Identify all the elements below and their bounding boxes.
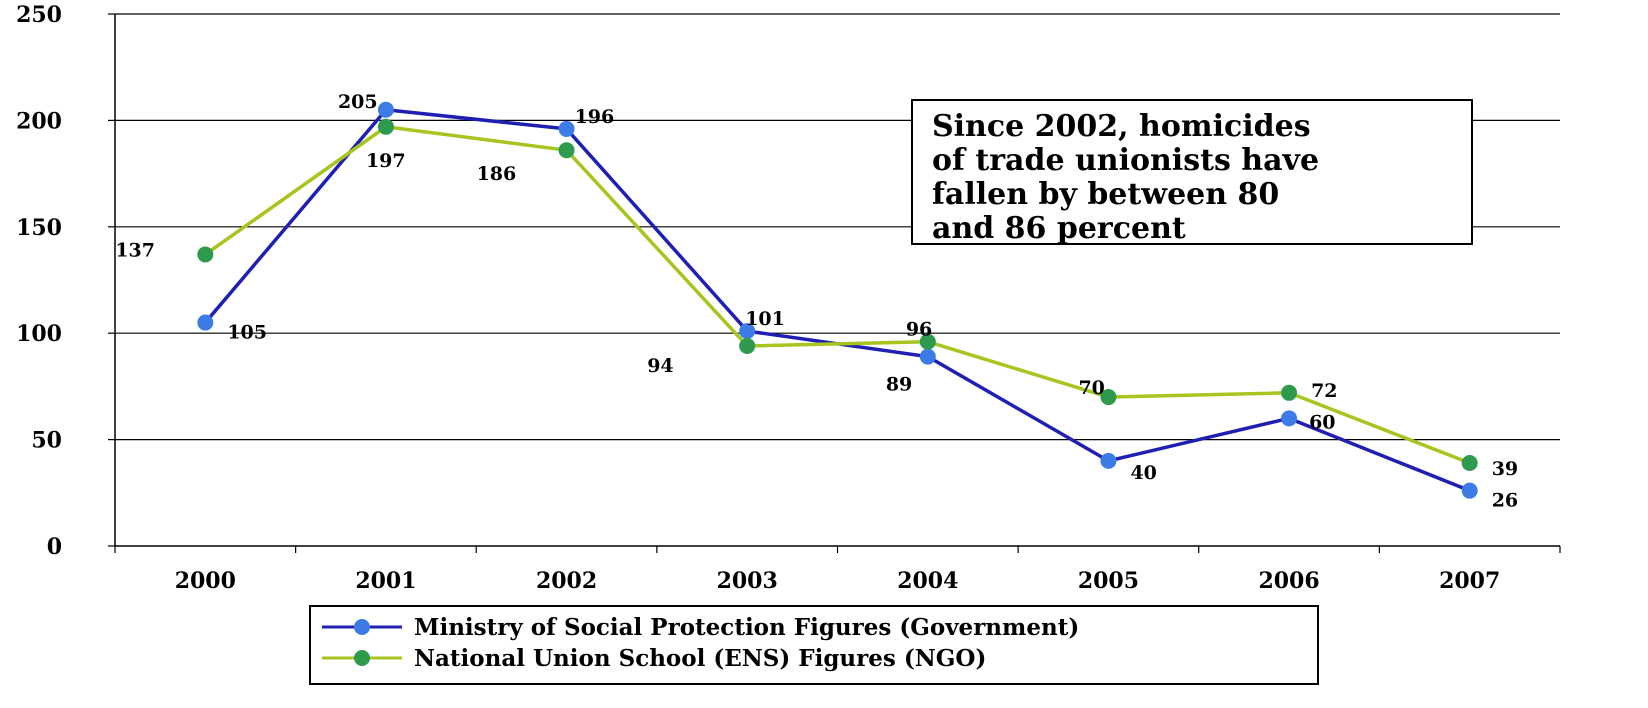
y-tick-label: 200 xyxy=(16,108,62,134)
data-point-0-7 xyxy=(1461,482,1478,499)
data-label-0-6: 60 xyxy=(1309,411,1335,433)
y-tick-label: 150 xyxy=(16,215,62,241)
legend-marker-ngo xyxy=(354,650,370,666)
x-tick-label: 2004 xyxy=(897,568,958,594)
annotation-line-4: and 86 percent xyxy=(932,211,1186,246)
y-tick-label: 250 xyxy=(16,2,62,28)
data-point-0-0 xyxy=(197,314,214,331)
legend-label-government: Ministry of Social Protection Figures (G… xyxy=(414,614,1079,641)
data-point-0-2 xyxy=(558,120,575,137)
x-tick-label: 2005 xyxy=(1078,568,1139,594)
data-label-0-5: 40 xyxy=(1130,462,1156,484)
data-point-0-6 xyxy=(1281,410,1298,427)
annotation-line-2: of trade unionists have xyxy=(932,143,1319,178)
data-labels: 105 205 196 101 89 40 60 26 137 197 186 94 96 70 72 39 xyxy=(115,91,1518,512)
data-point-1-3 xyxy=(739,337,756,354)
data-point-1-7 xyxy=(1461,455,1478,472)
x-tick-label: 2007 xyxy=(1439,568,1500,594)
data-point-0-5 xyxy=(1100,452,1117,469)
data-point-0-4 xyxy=(919,348,936,365)
data-label-1-0: 137 xyxy=(115,239,155,261)
data-point-1-5 xyxy=(1100,389,1117,406)
data-point-1-6 xyxy=(1281,384,1298,401)
series-line-1 xyxy=(204,125,1471,465)
data-label-1-4: 96 xyxy=(906,319,932,341)
data-label-0-7: 26 xyxy=(1492,490,1518,512)
data-label-0-1: 205 xyxy=(338,91,378,113)
data-label-1-3: 94 xyxy=(647,355,673,377)
data-label-1-5: 70 xyxy=(1078,377,1104,399)
data-point-1-2 xyxy=(558,142,575,159)
data-point-1-1 xyxy=(377,118,394,135)
annotation-box: Since 2002, homicides of trade unionists… xyxy=(911,99,1473,246)
data-label-1-2: 186 xyxy=(477,163,517,185)
data-label-1-7: 39 xyxy=(1492,458,1518,480)
annotation-line-3: fallen by between 80 xyxy=(932,177,1279,212)
data-label-1-6: 72 xyxy=(1311,380,1337,402)
x-tick-label: 2002 xyxy=(536,568,597,594)
data-label-1-1: 197 xyxy=(366,150,406,172)
annotation-line-1: Since 2002, homicides xyxy=(932,109,1311,144)
axes: 0 50 100 150 200 250 2000 2001 2002 2003 2004 2005 2… xyxy=(16,2,1561,594)
y-tick-label: 50 xyxy=(31,428,62,454)
series-lines xyxy=(197,101,1478,499)
x-tick-label: 2001 xyxy=(355,568,416,594)
data-point-0-3 xyxy=(739,323,756,340)
data-point-0-1 xyxy=(377,101,394,118)
legend-label-ngo: National Union School (ENS) Figures (NGO… xyxy=(414,645,986,672)
data-point-1-4 xyxy=(919,333,936,350)
x-tick-label: 2006 xyxy=(1258,568,1319,594)
data-label-0-4: 89 xyxy=(886,374,912,396)
y-tick-label: 0 xyxy=(47,534,62,560)
legend-marker-government xyxy=(354,619,370,635)
x-tick-label: 2000 xyxy=(175,568,236,594)
data-label-0-3: 101 xyxy=(745,308,785,330)
data-point-1-0 xyxy=(197,246,214,263)
data-label-0-2: 196 xyxy=(575,106,615,128)
y-tick-label: 100 xyxy=(16,321,62,347)
data-label-0-0: 105 xyxy=(227,322,267,344)
legend: Ministry of Social Protection Figures (G… xyxy=(309,605,1319,685)
x-tick-label: 2003 xyxy=(717,568,778,594)
